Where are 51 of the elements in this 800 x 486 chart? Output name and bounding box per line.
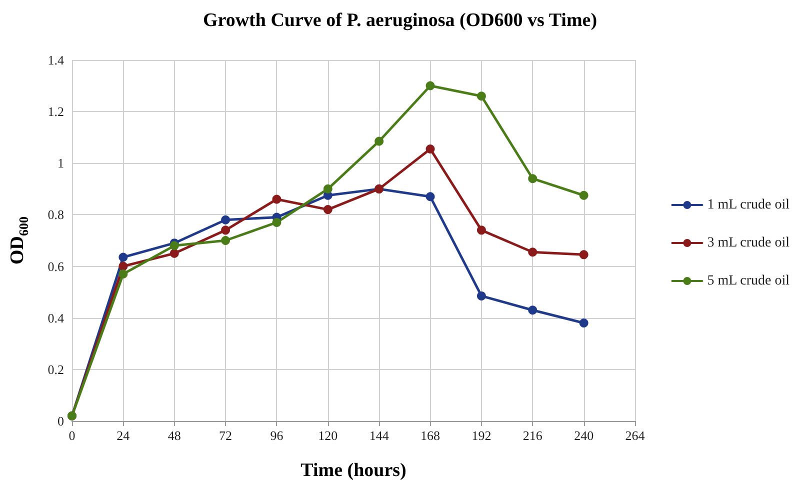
- point: [476, 291, 486, 300]
- point: [528, 174, 538, 184]
- y-tick-label: 0.2: [48, 362, 64, 377]
- point: [476, 226, 486, 235]
- legend-label: 5 mL crude oil: [707, 274, 790, 288]
- legend-label: 3 mL crude oil: [707, 236, 790, 250]
- x-tick-label: 216: [522, 428, 543, 443]
- x-tick-label: 24: [116, 428, 130, 443]
- point: [221, 215, 230, 224]
- point: [579, 190, 588, 200]
- x-tick-label: 144: [369, 428, 390, 443]
- y-tick-label: 0: [58, 414, 64, 428]
- x-tick-label: 264: [625, 428, 646, 443]
- x-tick-label: 0: [68, 428, 76, 443]
- y-tick-label: 1: [58, 156, 64, 171]
- point: [170, 248, 179, 258]
- point: [118, 252, 128, 262]
- y-tick-label: 0.8: [48, 207, 64, 222]
- x-tick-label: 168: [420, 428, 440, 443]
- chart-title: Growth Curve of P. aeruginosa (OD600 vs Time): [202, 10, 598, 31]
- y-tick-label: 1.2: [48, 104, 64, 120]
- legend-label: 1 mL crude oil: [707, 198, 790, 212]
- point: [528, 248, 538, 257]
- x-tick-label: 72: [219, 428, 232, 443]
- x-axis-title: Time (hours): [300, 460, 406, 481]
- y-tick-label: 0.4: [48, 310, 64, 326]
- y-tick-label: 0.6: [48, 258, 64, 274]
- point: [118, 270, 128, 279]
- y-axis-title: OD600: [7, 216, 31, 264]
- x-tick-label: 48: [168, 428, 181, 443]
- point: [476, 92, 486, 101]
- y-tick-label: 1.4: [48, 52, 64, 68]
- point: [272, 194, 282, 204]
- point: [221, 226, 230, 235]
- point: [170, 241, 179, 250]
- x-tick-label: 240: [574, 428, 594, 443]
- point: [374, 136, 384, 146]
- point: [579, 318, 588, 328]
- point: [323, 184, 332, 194]
- point: [528, 306, 538, 315]
- point: [579, 250, 588, 260]
- point: [221, 236, 230, 245]
- x-tick-label: 192: [472, 428, 492, 443]
- x-tick-label: 96: [270, 428, 284, 443]
- point: [426, 144, 435, 154]
- point: [272, 218, 282, 227]
- point: [118, 262, 128, 271]
- point: [426, 192, 435, 202]
- x-tick-label: 120: [318, 428, 338, 443]
- point: [323, 205, 332, 214]
- point: [426, 81, 435, 90]
